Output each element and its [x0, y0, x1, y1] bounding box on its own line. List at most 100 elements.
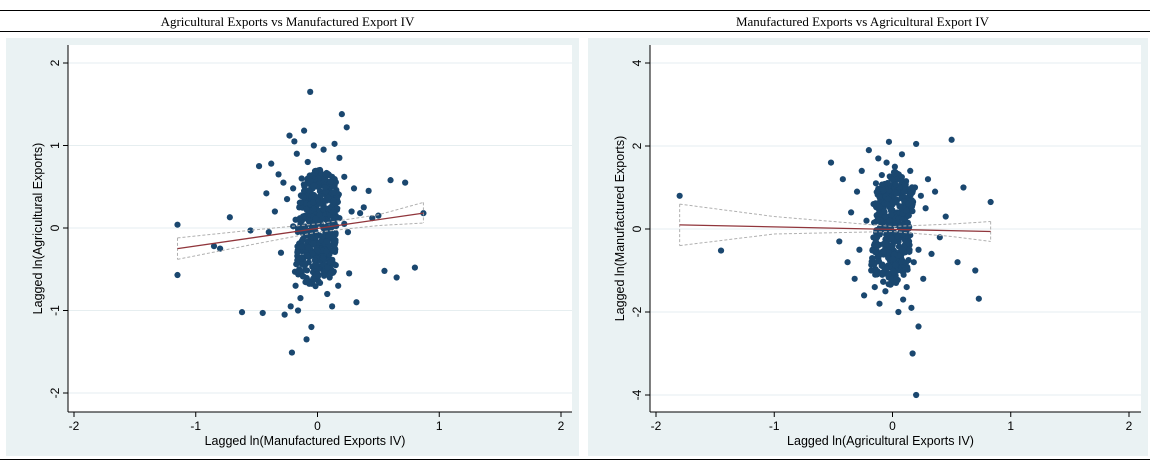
data-point: [882, 288, 889, 295]
data-point: [301, 183, 308, 190]
data-point: [312, 262, 320, 269]
data-point: [296, 267, 303, 275]
data-point: [908, 197, 915, 204]
data-point: [875, 155, 882, 162]
data-point: [286, 132, 293, 139]
data-point: [281, 311, 288, 318]
data-point: [872, 180, 880, 187]
data-point: [892, 181, 900, 188]
data-point: [903, 284, 910, 291]
left-panel: -2 -1 0 1 2 -2 -1 0 1 2 Lagged ln(Manufactured Exp…: [6, 38, 579, 456]
data-point: [878, 171, 885, 179]
x-tick-label: -2: [651, 419, 662, 433]
data-point: [174, 271, 181, 279]
data-point: [319, 233, 326, 240]
data-point: [915, 323, 922, 330]
data-point: [879, 181, 886, 188]
data-point: [316, 200, 324, 207]
data-point: [884, 195, 892, 203]
data-point: [283, 196, 291, 203]
data-point: [303, 336, 310, 343]
bottom-rule: [0, 459, 1150, 460]
data-point: [890, 268, 897, 275]
left-scatter-chart: -2 -1 0 1 2 -2 -1 0 1 2 Lagged ln(Manufactured Exp…: [31, 45, 572, 448]
data-point: [890, 255, 897, 263]
data-point: [876, 210, 883, 217]
ci-lower-line: [679, 230, 991, 247]
data-point: [960, 184, 967, 191]
top-rule: [0, 10, 1150, 11]
x-tick-label: 0: [889, 419, 896, 433]
data-point: [915, 246, 922, 253]
data-point: [314, 273, 322, 280]
ci-upper-line: [679, 203, 991, 228]
data-point: [844, 259, 851, 266]
right-scatter-chart: -4 -2 0 2 4 -2 -1 0 1 2 Lagged ln(Agricultural Exp…: [613, 45, 1141, 448]
data-point: [310, 240, 317, 247]
data-point: [317, 192, 324, 200]
data-point: [350, 185, 358, 192]
data-point: [856, 246, 863, 253]
left-panel-title: Agricultural Exports vs Manufactured Exp…: [160, 14, 415, 29]
x-tick-label: -1: [769, 419, 780, 433]
data-point: [343, 124, 350, 131]
data-point: [299, 236, 306, 243]
data-point: [348, 208, 355, 215]
x-tick-label: 2: [558, 419, 565, 433]
data-point: [255, 163, 263, 170]
data-point: [853, 188, 861, 195]
data-point: [238, 309, 246, 316]
data-point: [891, 163, 898, 170]
data-point: [324, 264, 331, 271]
data-point: [888, 235, 896, 242]
data-point: [294, 249, 301, 256]
data-point: [676, 192, 683, 199]
data-point: [268, 160, 275, 167]
data-point: [888, 211, 895, 219]
data-point: [898, 151, 906, 158]
data-point: [909, 350, 916, 357]
data-point: [880, 248, 887, 255]
data-point: [874, 216, 881, 223]
data-point: [897, 224, 904, 231]
y-tick-label: 0: [630, 225, 644, 232]
data-point: [330, 189, 338, 196]
data-point: [300, 193, 307, 201]
data-point: [893, 190, 900, 197]
data-point: [717, 247, 725, 254]
data-point: [357, 210, 364, 217]
data-point: [910, 259, 917, 266]
data-point: [309, 182, 317, 189]
data-point: [872, 234, 879, 241]
data-point: [310, 275, 317, 282]
data-point: [907, 190, 915, 198]
data-point: [320, 254, 327, 262]
data-point: [908, 304, 915, 311]
data-point: [931, 188, 939, 195]
data-point: [876, 193, 883, 201]
data-point: [889, 176, 896, 183]
data-point: [310, 142, 317, 149]
data-point: [880, 278, 887, 285]
data-point: [319, 205, 327, 212]
data-point: [280, 179, 287, 186]
y-tick-label: -4: [630, 389, 644, 400]
data-point: [346, 270, 353, 277]
data-point: [917, 192, 924, 199]
data-point: [310, 205, 317, 212]
data-point: [314, 247, 321, 254]
data-point: [882, 240, 890, 247]
data-point: [298, 175, 305, 182]
data-point: [312, 215, 319, 222]
x-tick-label: 1: [436, 419, 443, 433]
fit-line: [679, 224, 991, 233]
data-point: [277, 249, 285, 256]
data-point: [304, 158, 311, 166]
data-point: [263, 190, 270, 197]
data-point: [942, 213, 949, 220]
data-point: [900, 296, 907, 303]
data-point: [889, 242, 896, 249]
data-point: [210, 243, 218, 250]
data-point: [987, 198, 994, 206]
data-point: [899, 268, 906, 275]
